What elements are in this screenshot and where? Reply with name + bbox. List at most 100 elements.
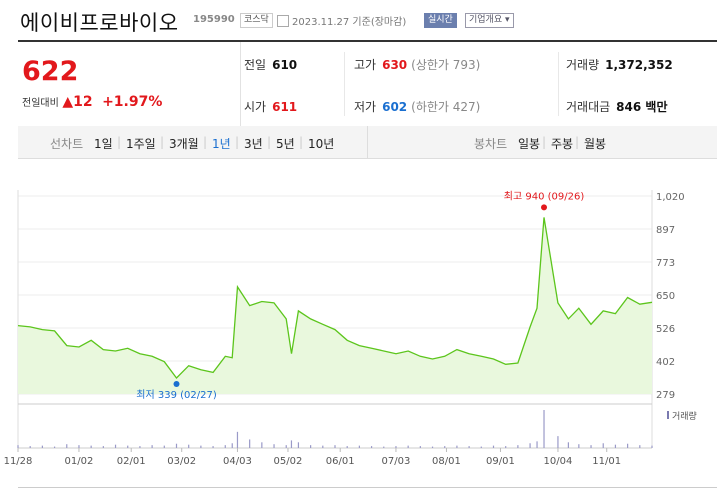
volume-bar: [151, 445, 153, 448]
volume-label: 거래량: [566, 58, 600, 72]
volume-bar: [480, 446, 482, 448]
x-tick-label: 08/01: [432, 456, 461, 467]
high-annotation: 최고 940 (09/26): [504, 190, 585, 202]
change-percent: +1.97%: [102, 94, 163, 110]
x-tick-label: 01/02: [65, 456, 94, 467]
company-info-button[interactable]: 기업개요 ▾: [465, 13, 514, 28]
volume-bar: [224, 445, 226, 448]
volume-bar: [17, 445, 19, 448]
volume-bar: [297, 442, 300, 448]
y-tick-label: 1,020: [656, 192, 685, 203]
pipe-divider: |: [299, 135, 304, 149]
volume-bar: [212, 446, 214, 448]
amount-label: 거래대금: [566, 100, 611, 114]
volume-bar: [90, 445, 92, 448]
volume-bar: [614, 444, 617, 448]
summary-divider: [558, 52, 559, 116]
x-tick-label: 03/02: [167, 456, 196, 467]
volume-bar: [543, 410, 545, 448]
volume-bar: [590, 445, 592, 448]
weekly-candle-button[interactable]: 주봉: [551, 137, 574, 151]
volume-bar: [322, 445, 324, 448]
volume-bar: [419, 446, 421, 448]
open-value: 611: [272, 100, 298, 114]
range-5y-button[interactable]: 5년: [276, 137, 295, 151]
summary-divider: [344, 52, 345, 116]
y-tick-label: 402: [656, 357, 675, 368]
range-3m-button[interactable]: 3개월: [169, 137, 199, 151]
volume-bar: [492, 445, 495, 448]
market-tag: 코스닥: [240, 13, 273, 28]
volume-bar: [407, 445, 409, 448]
volume-bar: [285, 445, 287, 448]
volume-value: 1,372,352: [605, 58, 673, 72]
date-text: 2023.11.27 기준(장마감): [292, 17, 407, 28]
volume-bar: [505, 446, 507, 448]
upper-limit: (상한가 793): [411, 58, 481, 72]
range-3y-button[interactable]: 3년: [244, 137, 263, 151]
volume-bar: [200, 445, 202, 448]
lower-limit: (하한가 427): [411, 100, 481, 114]
low-price: 저가 602 (하한가 427): [354, 98, 480, 115]
volume-legend-swatch: [667, 411, 669, 419]
header-divider: [18, 40, 717, 42]
chart-controls: 선차트 1일 | 1주일 | 3개월 | 1년 | 3년 | 5년 | 10년 …: [18, 126, 717, 159]
low-value: 602: [382, 100, 408, 114]
volume-bar: [114, 444, 117, 448]
stock-code: 195990: [193, 14, 235, 25]
volume: 거래량 1,372,352: [566, 56, 673, 73]
volume-bar: [456, 445, 458, 448]
chart-bottom-rule: [18, 487, 717, 488]
volume-bar: [529, 443, 531, 448]
line-chart-label: 선차트: [50, 137, 84, 151]
volume-legend: 거래량: [672, 410, 697, 422]
candle-chart-label: 봉차트: [474, 137, 508, 151]
pipe-divider: |: [160, 135, 165, 149]
range-10y-button[interactable]: 10년: [308, 137, 335, 151]
volume-bar: [290, 440, 293, 448]
calendar-icon: [277, 15, 289, 27]
price-area: [18, 217, 652, 394]
range-1w-button[interactable]: 1주일: [126, 137, 156, 151]
pipe-divider: |: [117, 135, 122, 149]
volume-bar: [468, 446, 470, 448]
x-tick-label: 09/01: [486, 456, 515, 467]
high-marker: [541, 204, 548, 211]
volume-bar: [78, 445, 80, 448]
volume-bar: [346, 446, 348, 448]
high-label: 고가: [354, 58, 377, 72]
x-tick-label: 11/01: [592, 456, 621, 467]
x-tick-label: 04/03: [223, 456, 252, 467]
monthly-candle-button[interactable]: 월봉: [584, 137, 607, 151]
change-value: ▲12: [62, 94, 93, 110]
pipe-divider: |: [575, 135, 580, 149]
pipe-divider: |: [267, 135, 272, 149]
x-tick-label: 10/04: [544, 456, 573, 467]
x-tick-label: 07/03: [382, 456, 411, 467]
high-value: 630: [382, 58, 408, 72]
live-button[interactable]: 실시간: [424, 13, 457, 28]
volume-bar: [273, 444, 275, 448]
open-price: 시가 611: [244, 98, 297, 115]
volume-bar: [236, 431, 239, 448]
volume-bar: [102, 446, 104, 448]
volume-bar: [567, 442, 569, 448]
range-1d-button[interactable]: 1일: [94, 137, 113, 151]
y-tick-label: 650: [656, 291, 675, 302]
y-tick-label: 279: [656, 390, 675, 401]
volume-bar: [127, 445, 129, 448]
volume-bar: [370, 446, 373, 448]
volume-bar: [383, 446, 385, 448]
x-tick-label: 11/28: [4, 456, 33, 467]
daily-candle-button[interactable]: 일봉: [518, 137, 541, 151]
volume-bar: [578, 444, 580, 448]
volume-bar: [188, 444, 190, 448]
volume-bar: [536, 441, 538, 448]
volume-bar: [261, 442, 263, 448]
low-marker: [173, 380, 180, 387]
volume-bar: [310, 445, 312, 448]
range-1y-button[interactable]: 1년: [212, 137, 231, 151]
prev-close: 전일 610: [244, 56, 297, 73]
volume-bar: [175, 443, 178, 448]
volume-bar: [41, 445, 43, 448]
